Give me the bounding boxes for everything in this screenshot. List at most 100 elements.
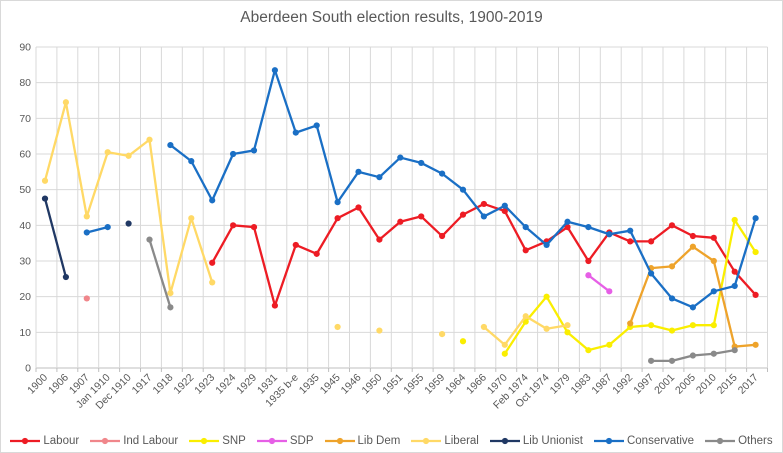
legend-label: Lib Unionist	[522, 435, 583, 447]
data-point	[146, 236, 153, 243]
legend-swatch-lib-unionist-icon	[489, 437, 520, 445]
x-tick-label: 2005	[673, 372, 698, 397]
data-point	[459, 211, 467, 218]
x-tick-label: 2001	[652, 372, 677, 397]
series-line	[43, 101, 214, 295]
data-point	[397, 154, 404, 161]
data-point	[167, 141, 174, 149]
series-sdp	[585, 272, 613, 295]
x-tick-label: 1935	[297, 372, 322, 397]
legend-swatch-ind-labour-icon	[90, 437, 121, 445]
data-point	[230, 150, 237, 158]
data-point	[41, 195, 49, 202]
data-point	[752, 341, 759, 348]
legend-label: Liberal	[444, 435, 479, 447]
data-point	[418, 159, 425, 167]
legend-item-lib-unionist: Lib Unionist	[489, 435, 583, 447]
data-point	[376, 327, 383, 334]
x-tick-label: 1923	[192, 372, 217, 397]
data-point	[501, 202, 508, 209]
data-point	[731, 268, 738, 275]
data-point	[125, 220, 132, 227]
data-point	[480, 213, 487, 220]
data-point	[62, 273, 69, 281]
data-point	[83, 295, 90, 302]
legend-label: Lib Dem	[357, 435, 401, 447]
data-point	[543, 325, 550, 332]
data-point	[271, 67, 278, 74]
data-point	[188, 215, 195, 222]
data-point	[606, 231, 613, 238]
x-tick-label: 2010	[694, 372, 719, 397]
data-point	[334, 199, 341, 206]
data-point	[648, 270, 655, 277]
legend-item-sdp: SDP	[256, 435, 314, 447]
x-tick-label: 1900	[25, 372, 50, 397]
x-tick-label: 1946	[339, 372, 364, 397]
series-line	[85, 225, 109, 234]
data-point	[83, 213, 90, 220]
legend-swatch-liberal-icon	[411, 437, 442, 445]
data-point	[125, 152, 132, 159]
data-point	[522, 224, 529, 231]
series-line	[43, 197, 68, 279]
data-point	[418, 213, 425, 220]
x-tick-label: 1951	[380, 372, 405, 397]
data-point	[710, 234, 717, 241]
legend-swatch-conservative-icon	[593, 437, 624, 445]
y-axis-labels: 0 10 20 30 40 50 60 70 80 90	[19, 42, 31, 375]
data-point	[250, 224, 258, 231]
data-point	[250, 147, 258, 154]
data-point	[627, 238, 634, 245]
data-point	[585, 272, 592, 279]
data-point	[480, 323, 487, 331]
x-tick-label: 1964	[443, 372, 468, 397]
y-tick-label: 80	[19, 77, 31, 89]
x-tick-label: 1987	[589, 372, 614, 397]
data-point	[459, 338, 467, 345]
data-point	[585, 347, 592, 354]
data-point	[564, 329, 571, 336]
data-point	[104, 224, 111, 231]
legend-label: SNP	[222, 435, 246, 447]
data-point	[62, 99, 69, 106]
data-point	[689, 322, 697, 329]
chart-title: Aberdeen South election results, 1900-20…	[240, 9, 543, 26]
data-point	[689, 352, 697, 359]
data-point	[710, 288, 717, 295]
data-point	[648, 238, 655, 245]
data-point	[167, 304, 174, 311]
data-point	[710, 322, 717, 329]
data-point	[606, 341, 613, 348]
data-point	[439, 331, 446, 338]
data-point	[585, 224, 592, 231]
x-tick-label: 2015	[715, 372, 740, 397]
y-tick-label: 20	[19, 291, 31, 303]
x-tick-label: 1906	[46, 372, 71, 397]
data-point	[731, 282, 738, 290]
data-point	[648, 322, 655, 329]
series-snp	[459, 216, 759, 357]
data-point	[376, 236, 383, 243]
data-point	[668, 295, 676, 302]
data-point	[313, 250, 320, 257]
data-point	[689, 232, 697, 240]
legend-item-others: Others	[705, 435, 773, 447]
data-point	[606, 288, 613, 295]
x-tick-label: 1950	[360, 372, 385, 397]
y-tick-label: 70	[19, 113, 31, 125]
legend-item-labour: Labour	[10, 435, 79, 447]
data-point	[334, 323, 341, 331]
series-line	[148, 238, 172, 309]
data-point	[83, 229, 90, 236]
data-point	[543, 241, 550, 249]
data-point	[564, 224, 571, 231]
data-point	[313, 122, 320, 129]
x-axis-ticks	[35, 368, 768, 372]
legend-label: Conservative	[626, 435, 695, 447]
data-point	[209, 279, 216, 286]
y-tick-label: 50	[19, 184, 31, 196]
data-point	[710, 350, 717, 357]
